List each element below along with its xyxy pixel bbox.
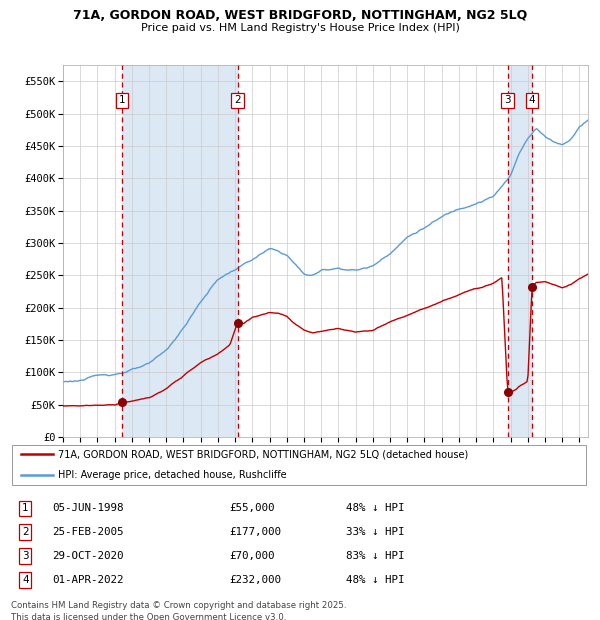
Text: 4: 4 bbox=[22, 575, 29, 585]
FancyBboxPatch shape bbox=[12, 445, 586, 485]
Text: 83% ↓ HPI: 83% ↓ HPI bbox=[346, 551, 404, 561]
Text: Contains HM Land Registry data © Crown copyright and database right 2025.: Contains HM Land Registry data © Crown c… bbox=[11, 601, 346, 611]
Text: 3: 3 bbox=[22, 551, 29, 561]
Text: 33% ↓ HPI: 33% ↓ HPI bbox=[346, 528, 404, 538]
Text: HPI: Average price, detached house, Rushcliffe: HPI: Average price, detached house, Rush… bbox=[58, 469, 287, 480]
Text: 01-APR-2022: 01-APR-2022 bbox=[53, 575, 124, 585]
Text: 05-JUN-1998: 05-JUN-1998 bbox=[53, 503, 124, 513]
Text: £55,000: £55,000 bbox=[230, 503, 275, 513]
Text: 1: 1 bbox=[22, 503, 29, 513]
Text: 48% ↓ HPI: 48% ↓ HPI bbox=[346, 503, 404, 513]
Text: £177,000: £177,000 bbox=[230, 528, 282, 538]
Text: 4: 4 bbox=[529, 95, 535, 105]
Text: £232,000: £232,000 bbox=[230, 575, 282, 585]
Bar bbox=[122, 65, 238, 437]
Text: £70,000: £70,000 bbox=[230, 551, 275, 561]
Bar bbox=[508, 65, 532, 437]
Text: 29-OCT-2020: 29-OCT-2020 bbox=[53, 551, 124, 561]
Text: 2: 2 bbox=[22, 528, 29, 538]
Text: 3: 3 bbox=[505, 95, 511, 105]
Text: 71A, GORDON ROAD, WEST BRIDGFORD, NOTTINGHAM, NG2 5LQ (detached house): 71A, GORDON ROAD, WEST BRIDGFORD, NOTTIN… bbox=[58, 449, 469, 459]
Text: 25-FEB-2005: 25-FEB-2005 bbox=[53, 528, 124, 538]
Text: 71A, GORDON ROAD, WEST BRIDGFORD, NOTTINGHAM, NG2 5LQ: 71A, GORDON ROAD, WEST BRIDGFORD, NOTTIN… bbox=[73, 9, 527, 22]
Text: 48% ↓ HPI: 48% ↓ HPI bbox=[346, 575, 404, 585]
Text: Price paid vs. HM Land Registry's House Price Index (HPI): Price paid vs. HM Land Registry's House … bbox=[140, 23, 460, 33]
Text: 1: 1 bbox=[119, 95, 125, 105]
Text: This data is licensed under the Open Government Licence v3.0.: This data is licensed under the Open Gov… bbox=[11, 613, 286, 620]
Text: 2: 2 bbox=[235, 95, 241, 105]
